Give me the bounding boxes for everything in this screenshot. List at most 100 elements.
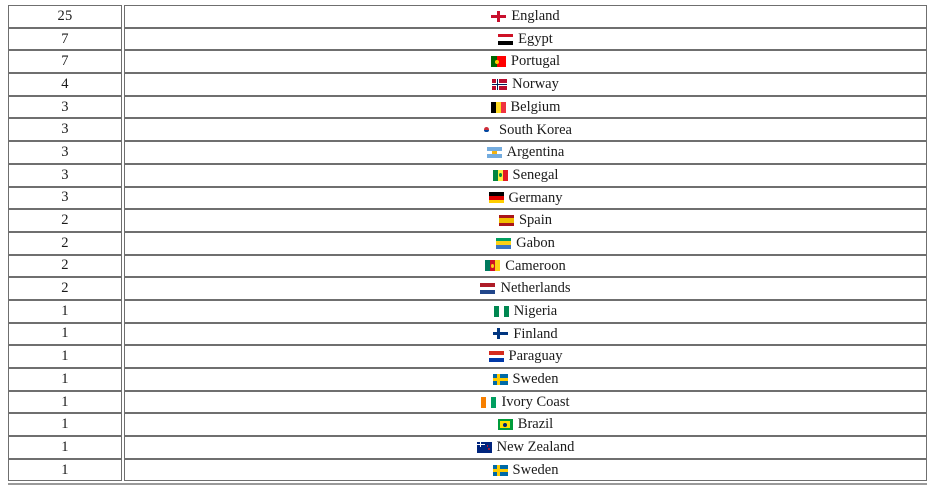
cell-country: Portugal [124,50,927,74]
country-content: Egypt [498,32,553,47]
country-label: Egypt [518,30,553,47]
country-label: Paraguay [508,348,563,365]
country-content: Brazil [497,416,554,433]
cell-country: Germany [124,186,927,210]
cell-country: Nigeria [124,299,927,323]
table-row: 1 Nigeria [8,299,927,323]
country-label: New Zealand [496,439,575,456]
country-label: Spain [518,212,553,229]
table-row: 1 Finland [8,322,927,346]
table-row: 2 Cameroon [8,254,927,278]
count-value: 1 [61,348,69,365]
country-content: Germany [488,191,562,206]
count-value: 2 [61,234,69,251]
table-row: 2 Netherlands [8,277,927,300]
count-value: 25 [57,7,73,24]
flag-icon-pt [490,56,506,68]
cell-count: 1 [8,368,122,391]
cell-country: Finland [124,322,927,346]
flag-icon-de [488,192,504,204]
cell-country: New Zealand [124,436,927,459]
country-label: Argentina [506,144,565,161]
count-value: 3 [61,189,69,206]
cell-country: Gabon [124,231,927,255]
country-content: Gabon [496,236,555,251]
cell-count: 1 [8,436,122,459]
count-value: 2 [61,280,69,297]
count-value: 1 [61,393,69,410]
table-row: 3 Germany [8,186,927,210]
country-label: Nigeria [513,303,558,320]
count-value: 3 [61,98,69,115]
cell-country: Brazil [124,413,927,437]
count-value: 3 [61,143,69,160]
table-row: 2 Spain [8,209,927,232]
country-content: Paraguay [488,348,563,365]
table-row: 1 New Zealand [8,436,927,459]
cell-count: 3 [8,186,122,210]
cell-count: 1 [8,390,122,414]
flag-icon-ci [481,396,497,408]
cell-country: Sweden [124,368,927,391]
count-value: 1 [61,370,69,387]
country-label: Sweden [512,461,559,478]
table-row: 3 Belgium [8,95,927,119]
flag-icon-ga [496,237,512,249]
table-row: 1 Sweden [8,368,927,391]
country-content: Sweden [492,461,559,478]
table-row: 3 Argentina [8,141,927,164]
cell-count: 3 [8,163,122,187]
country-content: Senegal [492,166,559,183]
cell-country: Sweden [124,458,927,482]
cell-count: 2 [8,277,122,300]
cell-count: 7 [8,27,122,51]
country-label: Brazil [517,416,554,433]
cell-country: Spain [124,209,927,232]
cell-count: 2 [8,209,122,232]
table-row: 4 Norway [8,73,927,96]
count-value: 1 [61,438,69,455]
flag-icon-gb-eng [491,10,507,22]
country-label: Finland [513,325,558,342]
country-count-table: 25 England 7 Egypt 7 Portugal 4 Norway 3 Belgium 3… [8,5,927,486]
count-value: 3 [61,121,69,138]
cell-count: 1 [8,458,122,482]
cell-country: Paraguay [124,345,927,368]
country-content: England [491,9,560,24]
country-content: South Korea [479,123,572,138]
count-value: 1 [61,416,69,433]
country-content: Sweden [492,371,559,388]
cell-country: England [124,5,927,28]
country-content: New Zealand [476,439,575,456]
cell-count: 2 [8,231,122,255]
country-content: Portugal [490,54,560,69]
cell-count: 3 [8,141,122,164]
flag-icon-se [492,464,508,476]
country-label: Norway [512,76,559,93]
country-content: Argentina [486,144,565,161]
cell-country: Norway [124,73,927,96]
table-row: 3 South Korea [8,118,927,142]
flag-icon-sn [492,169,508,181]
country-label: Netherlands [500,280,571,297]
count-value: 2 [61,212,69,229]
country-label: Cameroon [505,257,566,274]
flag-icon-ng [493,305,509,317]
cell-country: Senegal [124,163,927,187]
flag-icon-br [497,419,513,431]
country-content: Cameroon [485,257,566,274]
cell-count: 1 [8,299,122,323]
count-value: 7 [61,53,69,70]
country-label: Sweden [512,371,559,388]
flag-icon-be [490,101,506,113]
country-label: Senegal [512,166,559,183]
country-content: Norway [492,77,559,92]
count-value: 1 [61,325,69,342]
flag-icon-nl [480,283,496,295]
cell-count: 3 [8,118,122,142]
cell-count: 2 [8,254,122,278]
country-content: Netherlands [480,280,571,297]
cell-count: 1 [8,322,122,346]
table-row: 3 Senegal [8,163,927,187]
count-value: 3 [61,166,69,183]
